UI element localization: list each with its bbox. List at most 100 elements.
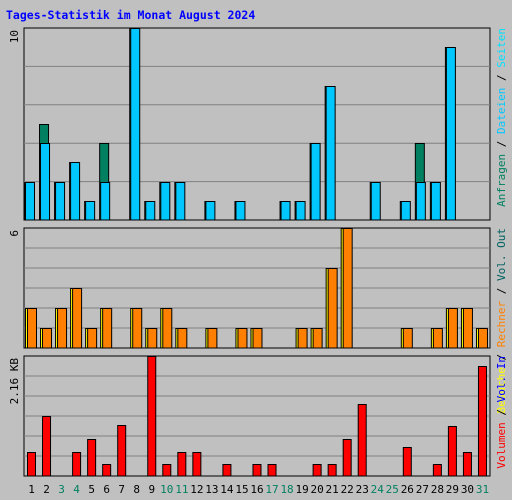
bar-rechner-day-21 bbox=[327, 268, 338, 349]
day-label-13: 13 bbox=[205, 483, 218, 496]
bar-dateien-day-18 bbox=[280, 201, 291, 221]
bar-volumen-day-29 bbox=[447, 426, 457, 477]
day-label-14: 14 bbox=[220, 483, 234, 496]
day-label-26: 26 bbox=[401, 483, 414, 496]
x-axis-days: 1 2 3 4 5 6 7 8 9 10 11 12 13 14 15 16 17 18 19 20 21 22 23 24 2… bbox=[28, 483, 489, 496]
bar-dateien-day-27 bbox=[415, 182, 426, 221]
day-label-11: 11 bbox=[175, 483, 188, 496]
bar-dateien-day-15 bbox=[235, 201, 246, 221]
day-label-27: 27 bbox=[416, 483, 429, 496]
legend-item: Besuche bbox=[495, 367, 508, 413]
bar-dateien-day-3 bbox=[55, 182, 66, 221]
bar-rechner-day-26 bbox=[402, 328, 413, 349]
bar-rechner-day-5 bbox=[87, 328, 98, 349]
panel-hits: 10 Anfragen / Dateien / Seiten bbox=[8, 27, 508, 221]
bar-volumen-day-17 bbox=[267, 464, 277, 477]
bar-rechner-day-19 bbox=[297, 328, 308, 349]
bar-rechner-day-22 bbox=[342, 228, 353, 349]
bar-rechner-day-29 bbox=[447, 308, 458, 349]
bar-rechner-day-30 bbox=[462, 308, 473, 349]
bar-dateien-day-21 bbox=[325, 86, 336, 221]
bar-rechner-day-9 bbox=[147, 328, 158, 349]
legend-item: Vol. In bbox=[495, 356, 508, 402]
bar-dateien-day-19 bbox=[295, 201, 306, 221]
day-label-24: 24 bbox=[371, 483, 385, 496]
day-label-25: 25 bbox=[386, 483, 399, 496]
day-label-23: 23 bbox=[356, 483, 369, 496]
bar-rechner-day-28 bbox=[432, 328, 443, 349]
bar-volumen-day-2 bbox=[42, 416, 52, 477]
legend-hits: Anfragen / Dateien / Seiten bbox=[495, 28, 508, 207]
day-label-28: 28 bbox=[431, 483, 444, 496]
bar-volumen-day-31 bbox=[477, 366, 487, 477]
bar-volumen-day-21 bbox=[327, 464, 337, 477]
day-label-1: 1 bbox=[28, 483, 35, 496]
y-max-label-hits: 10 bbox=[8, 30, 21, 43]
legend-item: Volumen bbox=[495, 422, 508, 468]
day-label-12: 12 bbox=[190, 483, 203, 496]
legend-item: Anfragen bbox=[495, 154, 508, 207]
day-label-17: 17 bbox=[265, 483, 278, 496]
bar-volumen-day-6 bbox=[102, 464, 112, 477]
bar-dateien-day-11 bbox=[175, 182, 186, 221]
y-max-label-volume: 2.16 KB bbox=[8, 358, 21, 405]
bar-rechner-day-2 bbox=[42, 328, 53, 349]
day-label-20: 20 bbox=[311, 483, 324, 496]
day-label-4: 4 bbox=[73, 483, 80, 496]
day-label-15: 15 bbox=[235, 483, 248, 496]
bar-volumen-day-28 bbox=[432, 464, 442, 477]
day-label-7: 7 bbox=[118, 483, 125, 496]
bar-rechner-day-6 bbox=[102, 308, 113, 349]
day-label-10: 10 bbox=[160, 483, 173, 496]
day-label-8: 8 bbox=[133, 483, 140, 496]
bar-dateien-day-8 bbox=[130, 28, 141, 221]
bar-rechner-day-1 bbox=[27, 308, 37, 349]
legend-item: Seiten bbox=[495, 28, 508, 68]
bar-rechner-day-3 bbox=[57, 308, 68, 349]
bar-dateien-day-28 bbox=[430, 182, 441, 221]
bar-volumen-day-11 bbox=[177, 452, 187, 477]
bar-rechner-day-15 bbox=[237, 328, 248, 349]
bar-dateien-day-20 bbox=[310, 143, 321, 221]
day-label-2: 2 bbox=[43, 483, 50, 496]
day-label-30: 30 bbox=[461, 483, 474, 496]
bar-volumen-day-23 bbox=[357, 404, 367, 477]
chart-title: Tages-Statistik im Monat August 2024 bbox=[6, 8, 256, 22]
bar-rechner-day-4 bbox=[72, 288, 83, 349]
day-label-6: 6 bbox=[103, 483, 110, 496]
legend-item: Dateien bbox=[495, 88, 508, 134]
bar-volumen-day-16 bbox=[252, 464, 262, 477]
bar-volumen-day-22 bbox=[342, 439, 352, 477]
bar-volumen-day-20 bbox=[312, 464, 322, 477]
legend-visits: Besuche / Rechner / Vol. Out bbox=[495, 228, 508, 413]
bar-volumen-day-10 bbox=[162, 464, 172, 477]
y-max-label-visits: 6 bbox=[8, 230, 21, 237]
day-label-5: 5 bbox=[88, 483, 95, 496]
bar-rechner-day-8 bbox=[132, 308, 143, 349]
legend-volume: Volumen / Vol. In bbox=[495, 356, 508, 469]
bar-dateien-day-6 bbox=[100, 182, 111, 221]
legend-item: Rechner bbox=[495, 300, 508, 347]
day-label-18: 18 bbox=[280, 483, 293, 496]
panel-volume: 2.16 KB Volumen / Vol. In bbox=[8, 355, 508, 477]
day-label-3: 3 bbox=[58, 483, 65, 496]
bar-dateien-day-4 bbox=[70, 162, 81, 221]
bar-dateien-day-1 bbox=[25, 182, 35, 221]
bar-rechner-day-13 bbox=[207, 328, 218, 349]
bar-volumen-day-4 bbox=[72, 452, 82, 477]
bar-dateien-day-10 bbox=[160, 182, 171, 221]
bar-rechner-day-20 bbox=[312, 328, 323, 349]
bar-dateien-day-13 bbox=[205, 201, 216, 221]
bar-dateien-day-2 bbox=[40, 143, 51, 221]
bar-dateien-day-5 bbox=[85, 201, 96, 221]
bar-dateien-day-24 bbox=[370, 182, 381, 221]
day-label-19: 19 bbox=[295, 483, 308, 496]
bar-volumen-day-14 bbox=[222, 464, 232, 477]
bar-volumen-day-5 bbox=[87, 439, 97, 477]
bar-dateien-day-29 bbox=[445, 47, 456, 221]
bar-volumen-day-30 bbox=[462, 452, 472, 477]
day-label-21: 21 bbox=[326, 483, 339, 496]
bar-rechner-day-11 bbox=[177, 328, 188, 349]
